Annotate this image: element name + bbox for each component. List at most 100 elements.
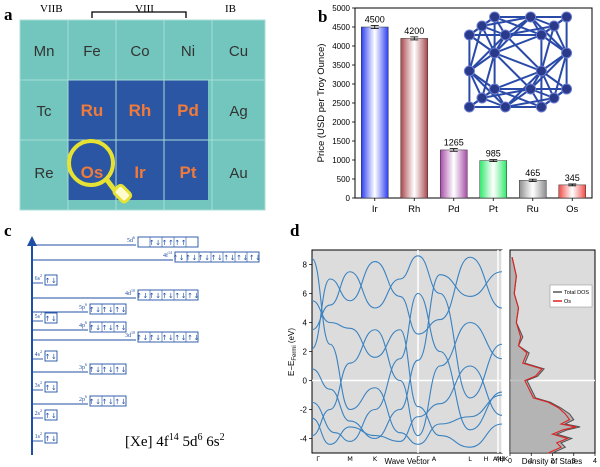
element-symbol-co: Co [130, 43, 149, 60]
crystal-bond [540, 25, 555, 72]
crystal-bond [494, 70, 542, 90]
bar-ru [519, 180, 547, 199]
orbital-label-3p: 3p6 [79, 362, 87, 371]
bar-value-label-pd: 1265 [444, 138, 464, 148]
crystal-atom [525, 11, 537, 23]
orbital-electrons-2s: ↑↓ [45, 412, 58, 420]
orbital-label-4f: 4f14 [163, 250, 172, 259]
orbital-label-4s: 4s2 [35, 349, 42, 358]
orbital-box-3d [137, 331, 199, 343]
crystal-atom [561, 83, 573, 95]
crystal-atom [548, 20, 560, 32]
dos-x-tick-label: 3 [572, 458, 576, 465]
kpoint-label: Γ [316, 455, 320, 463]
crystal-bond [504, 70, 543, 108]
bar-pt [479, 160, 507, 199]
kpoint-label: M|K [496, 455, 509, 463]
crystal-atom [476, 92, 488, 104]
band-y-tick-label: -2 [300, 406, 308, 415]
crystal-bond [504, 34, 543, 72]
crystal-bond [529, 52, 568, 90]
crystal-atom [499, 101, 511, 113]
element-symbol-os: Os [81, 163, 104, 182]
legend-label-total-dos: Total DOS [564, 290, 589, 296]
bar-rh [400, 38, 428, 199]
orbital-box-4p [89, 321, 127, 333]
energy-axis-arrow-icon [27, 236, 37, 246]
bar-category-label-rh: Rh [408, 204, 420, 215]
crystal-structure-image [463, 11, 573, 113]
bar-ir [361, 26, 389, 199]
kpoint-label: A|L [493, 455, 504, 463]
orbital-electrons-4s: ↑↓ [45, 353, 58, 361]
bar-category-label-ru: Ru [527, 204, 539, 215]
crystal-atom [476, 20, 488, 32]
element-symbol-re: Re [34, 165, 53, 182]
element-symbol-ag: Ag [229, 103, 247, 120]
crystal-atom [535, 101, 547, 113]
band-6 [311, 365, 503, 445]
orbital-electrons-4d: ↑↓↑↓↑↓↑↓↑↓ [136, 292, 200, 300]
orbital-box-4d [137, 289, 199, 301]
bar-y-tick-label: 3500 [332, 61, 350, 70]
kpoint-label: L [468, 455, 472, 463]
kpoint-label: H [484, 455, 489, 463]
element-symbol-pd: Pd [177, 101, 199, 120]
panel-c: c 1s2↑↓2s2↑↓2p6↑↓↑↓↑↓3s2↑↓3p6↑↓↑↓↑↓4s2↑↓… [4, 221, 261, 455]
bar-y-label: Price (USD per Troy Ounce) [316, 44, 327, 163]
band-y-tick-label: -4 [300, 435, 308, 444]
bar-y-tick-label: 2500 [332, 99, 350, 108]
orbital-box-3p [89, 363, 127, 375]
orbital-label-3s: 3s2 [35, 380, 42, 389]
bar-category-label-ir: Ir [372, 204, 378, 215]
orbital-box-3s [44, 381, 58, 393]
bar-category-label-pt: Pt [489, 204, 498, 215]
dos-fill-total-dos [510, 257, 581, 453]
panel-a: a VIIB VIII IB Mn Fe Co Ni Cu Tc Ru Rh Pd Ag Re Os I… [4, 3, 266, 211]
group-label-viib: VIIB [40, 3, 63, 15]
bar-value-label-os: 345 [565, 173, 580, 183]
bar-os [558, 184, 586, 199]
orbital-box-5d [137, 236, 199, 248]
element-cell-au [211, 139, 266, 211]
element-symbol-fe: Fe [83, 43, 101, 60]
bar-y-tick-label: 500 [337, 175, 351, 184]
band-3 [311, 255, 503, 399]
crystal-bond [481, 52, 496, 99]
crystal-bond [505, 25, 555, 36]
bar-category-label-pd: Pd [448, 204, 460, 215]
electron-configuration: [Xe] 4f14 5d6 6s2 [125, 432, 225, 450]
orbital-label-6s: 6s2 [35, 273, 42, 282]
band-y-tick-label: 8 [303, 261, 308, 270]
element-symbol-ir: Ir [134, 163, 146, 182]
orbital-levels: 1s2↑↓2s2↑↓2p6↑↓↑↓↑↓3s2↑↓3p6↑↓↑↓↑↓4s2↑↓3d… [32, 235, 261, 444]
dos-legend: Total DOS Os [549, 284, 593, 308]
crystal-atom [561, 47, 573, 59]
crystal-bond [494, 52, 542, 72]
element-symbol-ru: Ru [81, 101, 104, 120]
orbital-box-2p [89, 395, 127, 407]
crystal-atom [525, 83, 537, 95]
element-symbol-pt: Pt [180, 163, 197, 182]
bar-y-axis: 0 500 1000 1500 2000 2500 3000 3500 4000 4500 5000 [332, 4, 355, 203]
orbital-label-3d: 3d10 [125, 330, 135, 339]
band-x-label: Wave Vector [384, 457, 429, 466]
dos-x-tick-label: 1 [529, 458, 533, 465]
crystal-bond [468, 34, 507, 72]
crystal-bond [493, 52, 532, 90]
orbital-electrons-5s: ↑↓ [45, 315, 58, 323]
orbital-electrons-1s: ↑↓ [45, 435, 58, 443]
band-lines [311, 255, 503, 448]
crystal-atom [489, 47, 501, 59]
band-0 [311, 258, 503, 445]
panel-label-d: d [290, 221, 300, 240]
group-bracket [91, 11, 187, 18]
element-symbol-mn: Mn [34, 43, 55, 60]
kpoint-label: A [432, 455, 437, 463]
band-2 [311, 292, 503, 442]
element-symbol-au: Au [229, 165, 247, 182]
orbital-box-4f [174, 251, 260, 263]
element-symbol-ni: Ni [181, 43, 195, 60]
orbital-box-5s [44, 312, 58, 324]
